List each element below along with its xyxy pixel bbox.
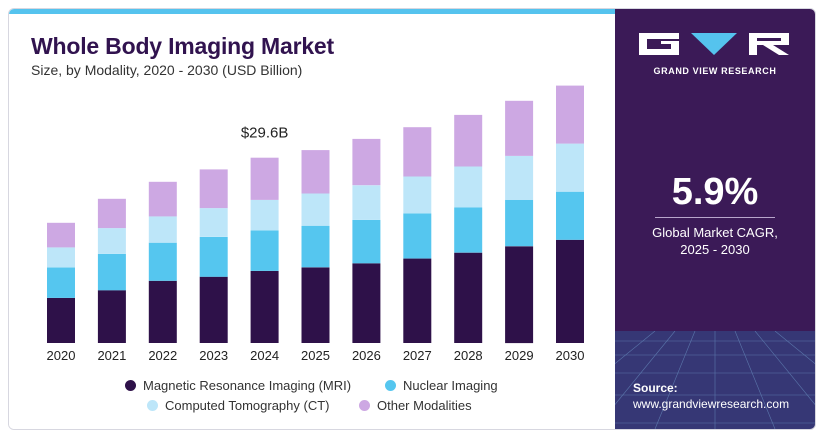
- legend-swatch-ct: [147, 399, 158, 411]
- chart-legend: Magnetic Resonance Imaging (MRI) Nuclear…: [9, 373, 615, 421]
- bar-segment-2026-ct: [352, 185, 381, 220]
- cagr-label-line2: 2025 - 2030: [680, 242, 750, 257]
- x-tick-label-2029: 2029: [505, 348, 534, 363]
- bar-segment-2029-mri: [505, 246, 534, 344]
- x-tick-label-2022: 2022: [148, 348, 177, 363]
- bar-segment-2022-mri: [148, 280, 177, 343]
- bar-segment-2027-other: [403, 127, 432, 177]
- bar-segment-2029-other: [505, 100, 534, 156]
- chart-panel: Whole Body Imaging Market Size, by Modal…: [9, 9, 615, 429]
- bar-segment-2023-mri: [199, 276, 228, 343]
- legend-item-nuclear: Nuclear Imaging: [385, 376, 498, 394]
- legend-swatch-other: [359, 399, 370, 411]
- bar-segment-2030-nuclear: [556, 191, 584, 240]
- bar-segment-2020-mri: [47, 297, 75, 343]
- bar-segment-2025-other: [301, 150, 330, 194]
- bar-segment-2026-other: [352, 138, 381, 186]
- bar-segment-2020-nuclear: [47, 267, 75, 298]
- x-tick-label-2027: 2027: [403, 348, 432, 363]
- infographic-card: Whole Body Imaging Market Size, by Modal…: [8, 8, 816, 430]
- bar-segment-2027-mri: [403, 258, 432, 343]
- cagr-divider: [655, 217, 775, 218]
- bar-segment-2030-ct: [556, 143, 584, 192]
- chart-title: Whole Body Imaging Market: [31, 33, 334, 59]
- summary-sidebar: GRAND VIEW RESEARCH 5.9% Global Market C…: [615, 9, 815, 429]
- grid-floor-graphic: [615, 331, 815, 429]
- bar-segment-2028-ct: [454, 166, 483, 208]
- legend-label-mri: Magnetic Resonance Imaging (MRI): [143, 377, 352, 393]
- bar-segment-2022-other: [148, 181, 177, 217]
- bar-segment-2026-nuclear: [352, 219, 381, 264]
- bar-segment-2024-ct: [250, 199, 279, 231]
- bar-segment-2028-other: [454, 114, 483, 167]
- legend-item-mri: Magnetic Resonance Imaging (MRI): [125, 376, 351, 394]
- bar-segment-2023-nuclear: [199, 236, 228, 277]
- grand-view-research-logo: [639, 33, 789, 55]
- legend-swatch-mri: [125, 379, 136, 391]
- bar-segment-2030-other: [556, 85, 584, 144]
- cagr-value: 5.9%: [671, 171, 759, 213]
- bar-segment-2024-other: [250, 157, 279, 200]
- x-tick-label-2025: 2025: [301, 348, 330, 363]
- source-url: www.grandviewresearch.com: [633, 397, 790, 411]
- bar-segment-2029-ct: [505, 156, 534, 200]
- bar-segment-2024-nuclear: [250, 230, 279, 271]
- x-tick-label-2024: 2024: [250, 348, 279, 363]
- chart-subtitle: Size, by Modality, 2020 - 2030 (USD Bill…: [31, 62, 303, 78]
- top-accent-bar: [9, 9, 615, 14]
- legend-label-ct: Computed Tomography (CT): [165, 397, 330, 413]
- x-tick-label-2028: 2028: [454, 348, 483, 363]
- brand-name: GRAND VIEW RESEARCH: [653, 66, 777, 76]
- legend-label-other: Other Modalities: [377, 397, 472, 413]
- legend-item-other: Other Modalities: [359, 396, 472, 414]
- bar-segment-2021-ct: [97, 228, 126, 254]
- x-tick-label-2030: 2030: [556, 348, 585, 363]
- x-tick-label-2023: 2023: [199, 348, 228, 363]
- legend-label-nuclear: Nuclear Imaging: [403, 377, 498, 393]
- bar-segment-2020-other: [47, 222, 75, 248]
- legend-swatch-nuclear: [385, 379, 396, 391]
- bar-segment-2025-mri: [301, 267, 330, 343]
- bar-segment-2023-ct: [199, 208, 228, 237]
- legend-item-ct: Computed Tomography (CT): [147, 396, 330, 414]
- bar-segment-2026-mri: [352, 263, 381, 343]
- bar-segment-2028-mri: [454, 252, 483, 343]
- bar-segment-2021-other: [97, 198, 126, 229]
- bar-segment-2023-other: [199, 169, 228, 209]
- x-tick-label-2020: 2020: [47, 348, 76, 363]
- cagr-label-line1: Global Market CAGR,: [652, 225, 778, 240]
- bar-segment-2028-nuclear: [454, 207, 483, 253]
- bar-segment-2021-mri: [97, 290, 126, 343]
- bar-segment-2025-nuclear: [301, 225, 330, 268]
- cagr-label: Global Market CAGR, 2025 - 2030: [615, 224, 815, 258]
- bar-segment-2021-nuclear: [97, 253, 126, 291]
- stacked-bar-chart: 2020 2021 2022 2023 2024 $29.6B 2025 2026 2027 20…: [47, 85, 585, 363]
- bar-segment-2020-ct: [47, 247, 75, 268]
- annotation-2024: $29.6B: [241, 125, 289, 142]
- x-tick-label-2026: 2026: [352, 348, 381, 363]
- source-label: Source:: [633, 381, 678, 395]
- bar-segment-2022-ct: [148, 216, 177, 243]
- bar-segment-2022-nuclear: [148, 242, 177, 281]
- bar-segment-2025-ct: [301, 193, 330, 226]
- bar-segment-2027-nuclear: [403, 213, 432, 259]
- bar-segment-2030-mri: [556, 239, 584, 343]
- x-tick-label-2021: 2021: [97, 348, 126, 363]
- bar-segment-2027-ct: [403, 176, 432, 214]
- bar-segment-2024-mri: [250, 270, 279, 343]
- bar-segment-2029-nuclear: [505, 199, 534, 247]
